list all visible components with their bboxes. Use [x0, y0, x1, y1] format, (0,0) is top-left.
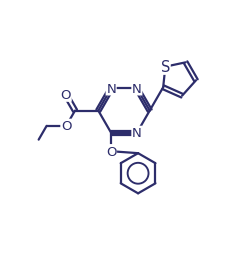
Text: O: O [61, 120, 71, 133]
Text: N: N [132, 83, 142, 96]
Text: N: N [106, 83, 116, 96]
Text: S: S [161, 60, 170, 75]
Text: N: N [132, 127, 142, 140]
Text: O: O [61, 89, 71, 102]
Text: O: O [106, 145, 116, 158]
